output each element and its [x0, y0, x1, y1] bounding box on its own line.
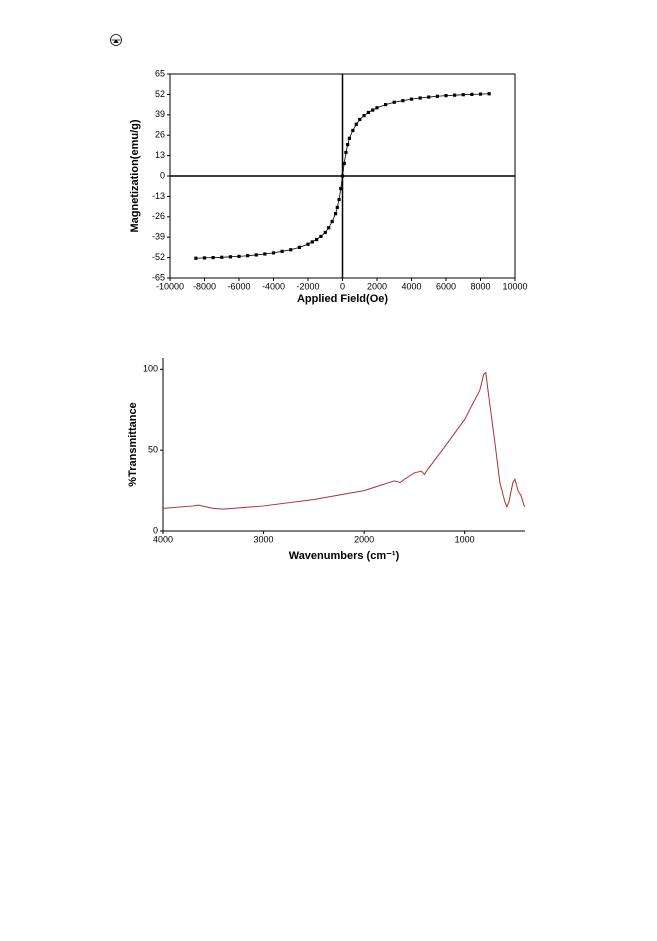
data-marker: [310, 240, 314, 244]
y-tick-label: 52: [155, 89, 165, 99]
y-tick-label: 0: [160, 170, 165, 180]
data-marker: [427, 95, 431, 99]
data-marker: [330, 219, 334, 224]
data-marker: [297, 245, 301, 249]
x-tick-label: -6000: [227, 281, 250, 291]
data-marker: [334, 212, 338, 216]
data-marker: [337, 197, 341, 202]
data-marker: [342, 161, 346, 166]
data-marker: [323, 230, 327, 235]
data-marker: [392, 100, 396, 104]
data-marker: [340, 174, 345, 178]
page-icon: [110, 34, 122, 46]
x-tick-label: -10000: [156, 281, 184, 291]
data-marker: [453, 93, 457, 97]
x-tick-label: 6000: [436, 281, 456, 291]
y-tick-label: -39: [152, 232, 165, 242]
data-marker: [384, 103, 388, 107]
x-axis-label: Wavenumbers (cm⁻¹): [289, 550, 400, 562]
data-marker: [346, 143, 350, 147]
data-marker: [358, 117, 362, 122]
data-marker: [444, 94, 448, 98]
data-marker: [354, 122, 358, 126]
y-axis-label: Magnetization(emu/g): [129, 119, 141, 232]
data-marker: [220, 255, 224, 259]
data-marker: [306, 242, 310, 246]
data-marker: [202, 256, 207, 260]
data-marker: [371, 108, 375, 112]
y-tick-label: 0: [153, 525, 158, 535]
y-tick-label: 50: [148, 445, 158, 455]
data-marker: [327, 226, 331, 230]
data-marker: [237, 254, 241, 258]
data-marker: [228, 255, 232, 259]
data-marker: [280, 249, 284, 253]
data-marker: [347, 136, 351, 140]
data-marker: [315, 237, 319, 242]
data-marker: [375, 106, 379, 110]
data-marker: [271, 251, 276, 255]
x-tick-label: 2000: [354, 534, 374, 544]
data-marker: [344, 150, 348, 155]
y-tick-label: 13: [155, 150, 165, 160]
x-tick-label: 3000: [254, 534, 274, 544]
x-tick-label: 8000: [470, 281, 490, 291]
y-tick-label: 65: [155, 68, 165, 78]
x-tick-label: -4000: [262, 281, 285, 291]
data-marker: [335, 205, 339, 209]
x-tick-label: -8000: [193, 281, 216, 291]
y-axis-label: %Transmittance: [127, 402, 139, 486]
data-marker: [351, 128, 355, 133]
data-marker: [211, 256, 215, 260]
data-marker: [194, 256, 198, 260]
data-marker: [366, 110, 370, 115]
x-tick-label: 4000: [153, 534, 173, 544]
x-tick-label: -2000: [296, 281, 319, 291]
y-tick-label: 100: [143, 364, 158, 374]
data-marker: [478, 92, 483, 96]
y-tick-label: -52: [152, 252, 165, 262]
data-line: [162, 371, 526, 510]
data-marker: [418, 96, 422, 100]
x-axis-label: Applied Field(Oe): [297, 293, 388, 305]
data-marker: [435, 94, 439, 98]
data-marker: [461, 93, 465, 97]
x-tick-label: 0: [340, 281, 345, 291]
data-marker: [289, 248, 293, 252]
data-marker: [339, 186, 343, 191]
data-marker: [319, 234, 323, 239]
y-tick-label: -65: [152, 272, 165, 282]
data-marker: [362, 113, 366, 118]
data-marker: [487, 92, 491, 96]
data-marker: [263, 252, 267, 256]
data-marker: [254, 253, 258, 257]
y-tick-label: -13: [152, 191, 165, 201]
x-tick-label: 4000: [401, 281, 421, 291]
x-tick-label: 1000: [455, 534, 475, 544]
y-tick-label: -26: [152, 211, 165, 221]
x-tick-label: 10000: [502, 281, 527, 291]
data-marker: [246, 254, 250, 258]
data-marker: [409, 97, 414, 101]
x-tick-label: 2000: [367, 281, 387, 291]
y-tick-label: 26: [155, 130, 165, 140]
y-tick-label: 39: [155, 109, 165, 119]
data-marker: [401, 99, 405, 103]
data-marker: [470, 92, 474, 96]
